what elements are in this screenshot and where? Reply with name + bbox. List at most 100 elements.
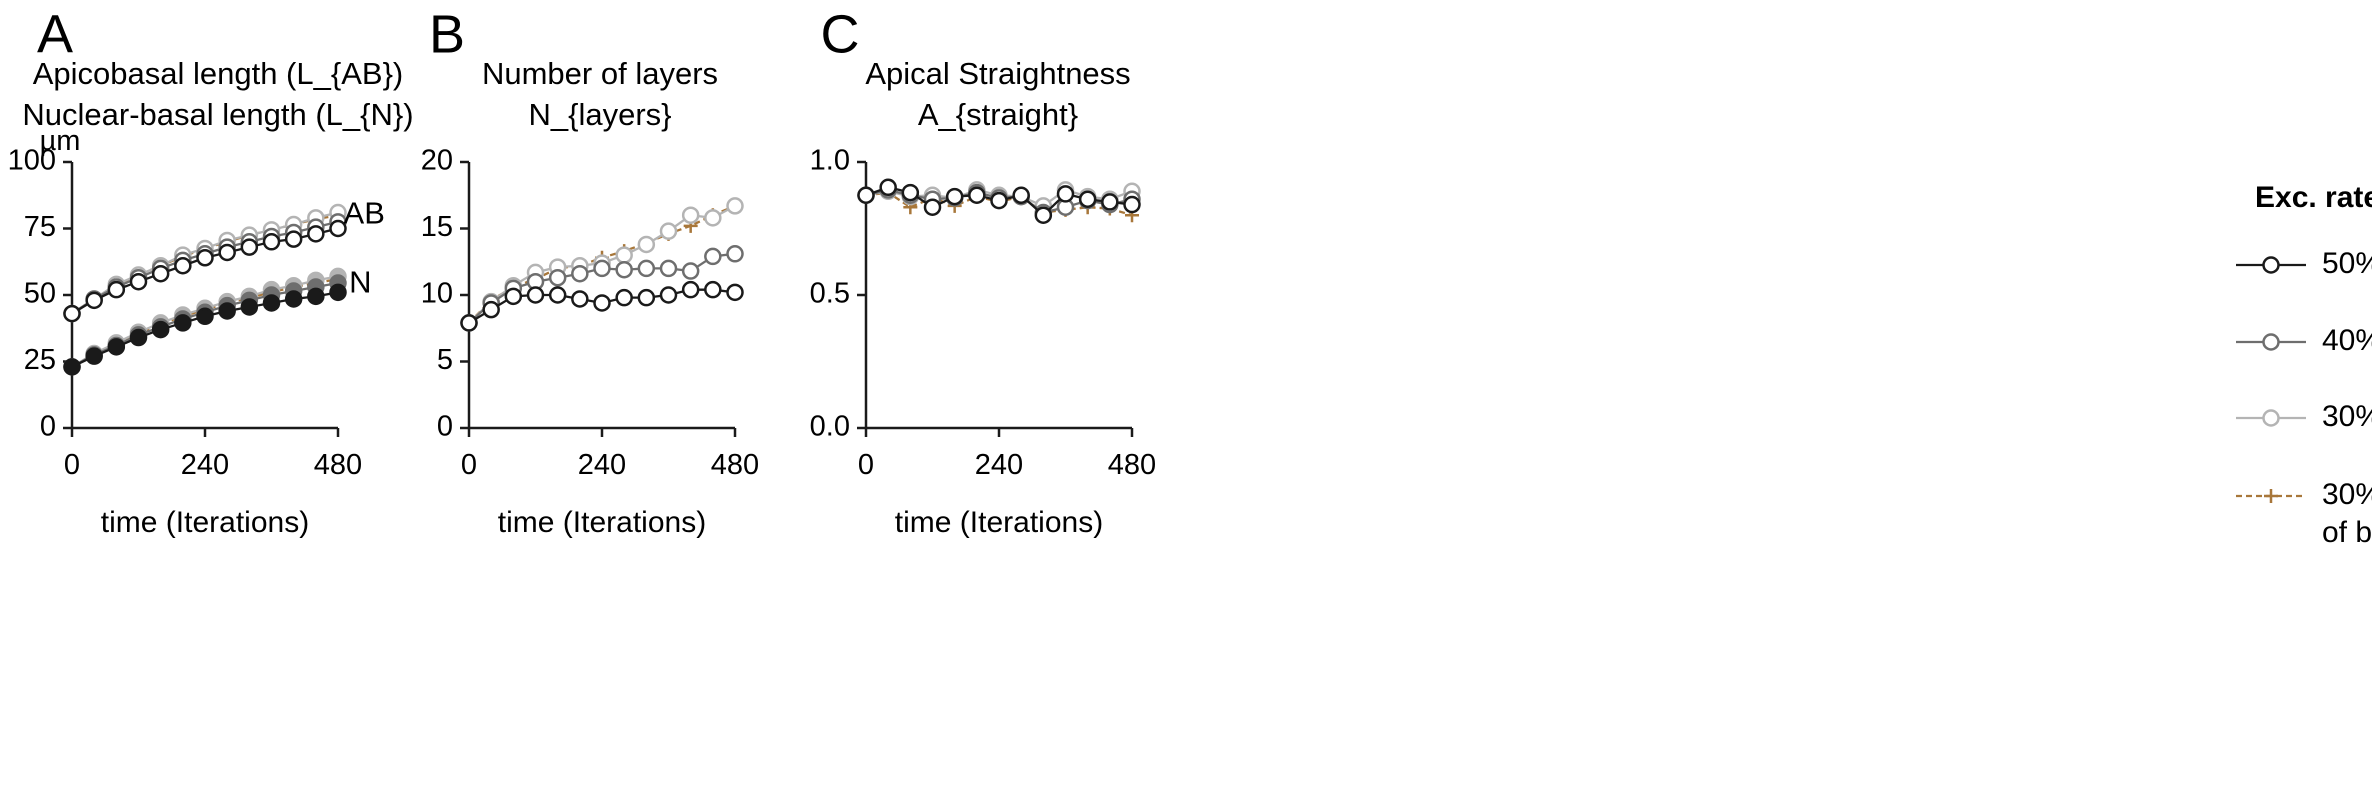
data-point <box>681 262 700 280</box>
y-tick-label: 0.5 <box>810 278 850 310</box>
legend-label: 50% <box>2322 247 2372 280</box>
panel-title-line: Apicobasal length (L_{AB}) <box>33 56 404 91</box>
data-point <box>968 186 986 204</box>
unit-label: µm <box>40 125 81 157</box>
x-tick-label: 240 <box>181 449 229 481</box>
data-point <box>196 307 214 326</box>
data-point <box>659 259 678 278</box>
legend-marker <box>2262 256 2280 274</box>
data-point <box>704 247 722 266</box>
legend: Exc. rate 50% 40% 30% 30% + fast update of b… <box>2236 181 2372 549</box>
y-tick-label: 0.0 <box>810 411 850 443</box>
data-point <box>482 300 500 319</box>
data-point <box>901 183 920 202</box>
data-point <box>240 238 259 256</box>
x-tick-label: 480 <box>314 449 362 481</box>
legend-label: 40% <box>2322 324 2372 357</box>
data-point <box>593 294 611 312</box>
data-point <box>1123 195 1141 214</box>
data-point <box>1012 186 1030 204</box>
data-point <box>107 338 126 356</box>
data-point <box>990 191 1008 210</box>
data-point <box>1034 206 1053 224</box>
series-50 <box>63 283 347 376</box>
data-point <box>174 314 192 332</box>
legend-label: 30% <box>2322 400 2372 433</box>
data-point <box>681 206 700 224</box>
series-annotation: AB <box>344 195 385 230</box>
data-point <box>593 259 611 278</box>
panel-title-line: A_{straight} <box>918 97 1078 132</box>
data-point <box>329 283 347 302</box>
data-point <box>218 302 236 320</box>
data-point <box>615 288 633 307</box>
data-point <box>218 243 236 262</box>
y-tick-label: 75 <box>24 211 56 243</box>
data-point <box>1078 190 1097 208</box>
x-axis-label: time (Iterations) <box>498 506 706 539</box>
data-point <box>637 288 656 307</box>
series-annotation: N <box>349 265 371 300</box>
data-point <box>548 286 567 304</box>
legend-label-line2: of basal points <box>2322 516 2372 549</box>
legend-title: Exc. rate <box>2255 181 2372 214</box>
y-tick-label: 20 <box>421 145 453 177</box>
x-axis-label: time (Iterations) <box>101 506 309 539</box>
data-point <box>129 328 148 347</box>
legend-item: 50% <box>2236 247 2372 280</box>
data-point <box>329 219 347 238</box>
x-tick-label: 240 <box>975 449 1023 481</box>
data-point <box>63 304 81 323</box>
panel-title-line: Apical Straightness <box>865 56 1130 91</box>
data-point <box>879 178 897 197</box>
y-tick-label: 5 <box>437 344 453 376</box>
panel-letter: B <box>429 4 465 64</box>
panel-title-line: Number of layers <box>482 56 718 91</box>
data-point <box>85 291 103 310</box>
data-point <box>923 198 942 216</box>
legend-item: 30% <box>2236 400 2372 433</box>
data-point <box>945 187 964 206</box>
x-tick-label: 240 <box>578 449 626 481</box>
data-point <box>659 286 678 304</box>
data-point <box>571 264 589 283</box>
data-point <box>704 209 722 227</box>
series-50 <box>63 219 347 323</box>
data-point <box>526 286 545 304</box>
x-tick-label: 480 <box>711 449 759 481</box>
y-tick-label: 1.0 <box>810 145 850 177</box>
x-tick-label: 0 <box>858 449 874 481</box>
data-point <box>1101 193 1119 211</box>
data-point <box>726 197 744 215</box>
legend-item: 40% <box>2236 324 2372 357</box>
data-point <box>857 186 875 204</box>
data-point <box>1056 185 1075 203</box>
data-point <box>262 294 281 312</box>
panel-letter: C <box>821 4 860 64</box>
x-tick-label: 0 <box>64 449 80 481</box>
data-point <box>460 314 478 332</box>
data-point <box>307 225 325 243</box>
legend-marker <box>2262 409 2280 427</box>
data-point <box>615 246 633 264</box>
panel-title-line: Nuclear-basal length (L_{N}) <box>22 97 413 132</box>
data-point <box>85 347 103 365</box>
x-axis-label: time (Iterations) <box>895 506 1103 539</box>
legend-item: 30% + fast update of basal points <box>2236 478 2372 549</box>
data-point <box>284 290 303 308</box>
data-point <box>726 245 744 263</box>
x-tick-label: 480 <box>1108 449 1156 481</box>
data-point <box>63 358 81 376</box>
data-point <box>196 249 214 267</box>
data-point <box>107 280 126 299</box>
panel-b: B Number of layers N_{layers} 0 5 10 15 20 0 240 4… <box>421 4 759 539</box>
data-point <box>571 290 589 308</box>
legend-marker <box>2264 489 2278 503</box>
series-50 <box>857 178 1141 224</box>
panel-title-line: N_{layers} <box>528 97 671 132</box>
y-tick-label: 100 <box>8 145 56 177</box>
legend-items: 50% 40% 30% 30% + fast update of basal point… <box>2236 247 2372 549</box>
